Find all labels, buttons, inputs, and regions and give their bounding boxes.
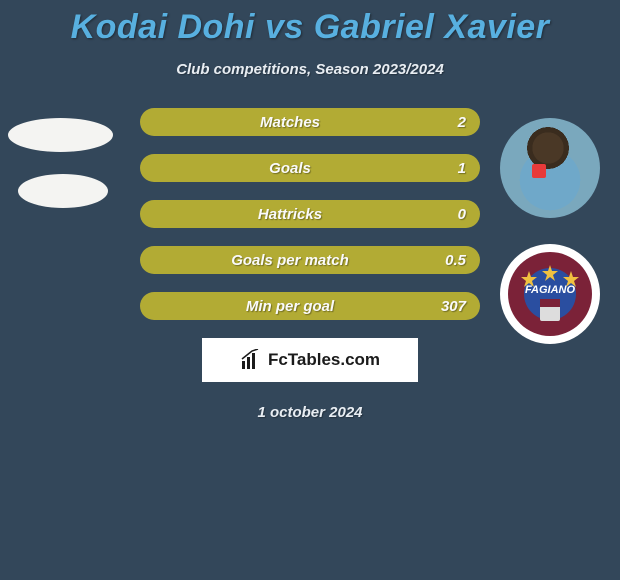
page-title: Kodai Dohi vs Gabriel Xavier	[0, 0, 620, 47]
club-badge-icon: FAGIANO	[505, 249, 595, 339]
stat-label: Goals per match	[154, 252, 426, 269]
club-badge-text: FAGIANO	[525, 284, 576, 296]
barchart-icon	[240, 349, 262, 371]
stat-value-right: 2	[426, 114, 466, 131]
stats-bar-list: Matches 2 Goals 1 Hattricks 0 Goals per …	[140, 108, 480, 320]
left-player-placeholder	[8, 118, 113, 230]
avatar-placeholder-ellipse	[8, 118, 113, 152]
player-photo-avatar	[500, 118, 600, 218]
stat-label: Min per goal	[154, 298, 426, 315]
stat-row-goals-per-match: Goals per match 0.5	[140, 246, 480, 274]
brand-attribution: FcTables.com	[202, 338, 418, 382]
brand-text: FcTables.com	[268, 350, 380, 370]
stat-row-matches: Matches 2	[140, 108, 480, 136]
stat-row-min-per-goal: Min per goal 307	[140, 292, 480, 320]
stat-value-right: 0.5	[426, 252, 466, 269]
stat-label: Goals	[154, 160, 426, 177]
stat-value-right: 0	[426, 206, 466, 223]
stat-row-goals: Goals 1	[140, 154, 480, 182]
stat-label: Matches	[154, 114, 426, 131]
stat-row-hattricks: Hattricks 0	[140, 200, 480, 228]
date-line: 1 october 2024	[0, 404, 620, 421]
stat-value-right: 307	[426, 298, 466, 315]
subtitle: Club competitions, Season 2023/2024	[0, 61, 620, 78]
stat-label: Hattricks	[154, 206, 426, 223]
stat-value-right: 1	[426, 160, 466, 177]
avatar-placeholder-ellipse	[18, 174, 108, 208]
club-badge-avatar: FAGIANO	[500, 244, 600, 344]
right-player-column: FAGIANO	[500, 118, 600, 370]
